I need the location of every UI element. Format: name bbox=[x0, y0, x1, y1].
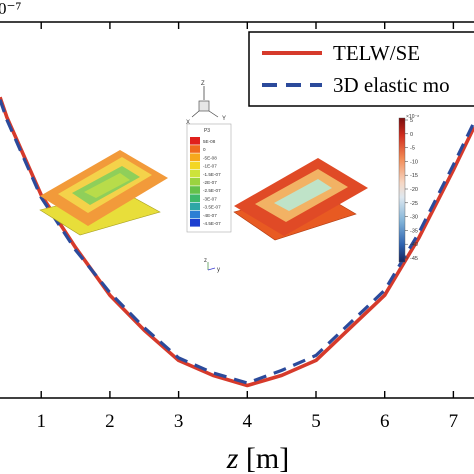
colorbar-tick-label: -5 bbox=[410, 146, 415, 152]
x-tick-label: 7 bbox=[449, 411, 459, 432]
abaqus-label: -5E-08 bbox=[203, 155, 217, 160]
abaqus-swatch bbox=[190, 178, 200, 186]
abaqus-swatch bbox=[190, 153, 200, 161]
legend-label-3d: 3D elastic mo bbox=[333, 73, 450, 97]
small-triad: z y bbox=[204, 258, 220, 273]
triad-z-label: z bbox=[204, 258, 207, 264]
colorbar-ticks: 5 0 -5 -10 -15 -20 -25 -30 -35 -40 -45 bbox=[405, 118, 418, 262]
x-axis-label-unit: [m] bbox=[246, 442, 289, 474]
abaqus-swatch bbox=[190, 219, 200, 227]
abaqus-label: 0 bbox=[203, 147, 206, 152]
x-tick-label: 1 bbox=[36, 411, 46, 432]
left-top-center bbox=[84, 173, 130, 198]
abaqus-swatch bbox=[190, 202, 200, 211]
abaqus-label: -1.5E-07 bbox=[203, 172, 221, 177]
left-contour-plot bbox=[39, 150, 168, 236]
cube-x-axis bbox=[191, 110, 200, 118]
legend: TELW/SE 3D elastic mo bbox=[248, 31, 474, 107]
colorbar-tick-label: -20 bbox=[410, 187, 418, 193]
legend-box bbox=[248, 31, 474, 107]
cube-y-label: Y bbox=[222, 116, 226, 122]
x-axis-label-var: z bbox=[226, 442, 239, 474]
abaqus-label: -4E-07 bbox=[203, 213, 217, 218]
x-tick-label: 6 bbox=[380, 411, 390, 432]
abaqus-swatch bbox=[190, 210, 200, 219]
x-tick-label: 4 bbox=[243, 411, 253, 432]
triad-y-axis bbox=[207, 267, 216, 271]
x-ticks: 1 2 3 4 5 6 7 bbox=[36, 22, 458, 432]
abaqus-label: -3E-07 bbox=[203, 196, 217, 201]
colorbar-tick-label: -10 bbox=[410, 159, 418, 165]
x-tick-label: 5 bbox=[311, 411, 321, 432]
abaqus-swatch bbox=[190, 145, 200, 153]
abaqus-label: -3.5E-07 bbox=[203, 205, 221, 210]
abaqus-label: -4.5E-07 bbox=[203, 221, 221, 226]
colorbar-tick-label: 0 bbox=[410, 132, 413, 138]
right-top-core bbox=[274, 179, 332, 211]
abaqus-legend-title: P3 bbox=[204, 128, 210, 134]
abaqus-swatch bbox=[190, 186, 200, 194]
cube-y-axis bbox=[208, 110, 219, 118]
colorbar-tick-label: -35 bbox=[410, 228, 418, 234]
triad-y-label: y bbox=[217, 267, 220, 273]
abaqus-label: -2.5E-07 bbox=[203, 188, 221, 193]
orientation-cube: Z X Y bbox=[186, 81, 226, 126]
colorbar-tick-label: -40 bbox=[410, 242, 418, 248]
colorbar-gradient bbox=[398, 117, 406, 263]
colorbar-tick-label: -15 bbox=[410, 173, 418, 179]
abaqus-swatch bbox=[190, 137, 200, 145]
axes bbox=[0, 21, 474, 399]
colorbar-tick-label: -30 bbox=[410, 215, 418, 221]
abaqus-swatch bbox=[190, 169, 200, 178]
cube-icon bbox=[198, 100, 210, 112]
abaqus-label: -2E-07 bbox=[203, 180, 217, 185]
colorbar-tick-label: -45 bbox=[410, 256, 418, 262]
y-exponent-label: 0⁻⁷ bbox=[0, 0, 21, 18]
x-tick-label: 3 bbox=[174, 411, 184, 432]
x-axis-label: z [m] bbox=[226, 442, 290, 474]
abaqus-label: -1E-07 bbox=[203, 164, 217, 169]
cube-z-label: Z bbox=[201, 81, 205, 87]
right-contour-plot bbox=[233, 158, 368, 241]
abaqus-swatch bbox=[190, 194, 200, 202]
colorbar-tick-label: -25 bbox=[410, 201, 418, 207]
colorbar: ×10⁻⁸ 5 0 -5 -10 -15 -20 -25 -30 -35 -40 -45 bbox=[398, 114, 419, 263]
cube-x-label: X bbox=[186, 120, 190, 126]
abaqus-legend: P3 5E-08 0 -5E-08 -1E-07 -1.5E-07 -2E-07 -2.5E… bbox=[186, 123, 232, 233]
legend-label-telw: TELW/SE bbox=[333, 41, 420, 65]
abaqus-label: 5E-08 bbox=[203, 139, 216, 144]
abaqus-legend-rows: 5E-08 0 -5E-08 -1E-07 -1.5E-07 -2E-07 -2.5E-07… bbox=[190, 137, 221, 227]
colorbar-tick-label: 5 bbox=[410, 118, 413, 124]
x-tick-label: 2 bbox=[105, 411, 115, 432]
abaqus-swatch bbox=[190, 161, 200, 170]
colorbar-exponent: ×10⁻⁸ bbox=[406, 114, 419, 120]
